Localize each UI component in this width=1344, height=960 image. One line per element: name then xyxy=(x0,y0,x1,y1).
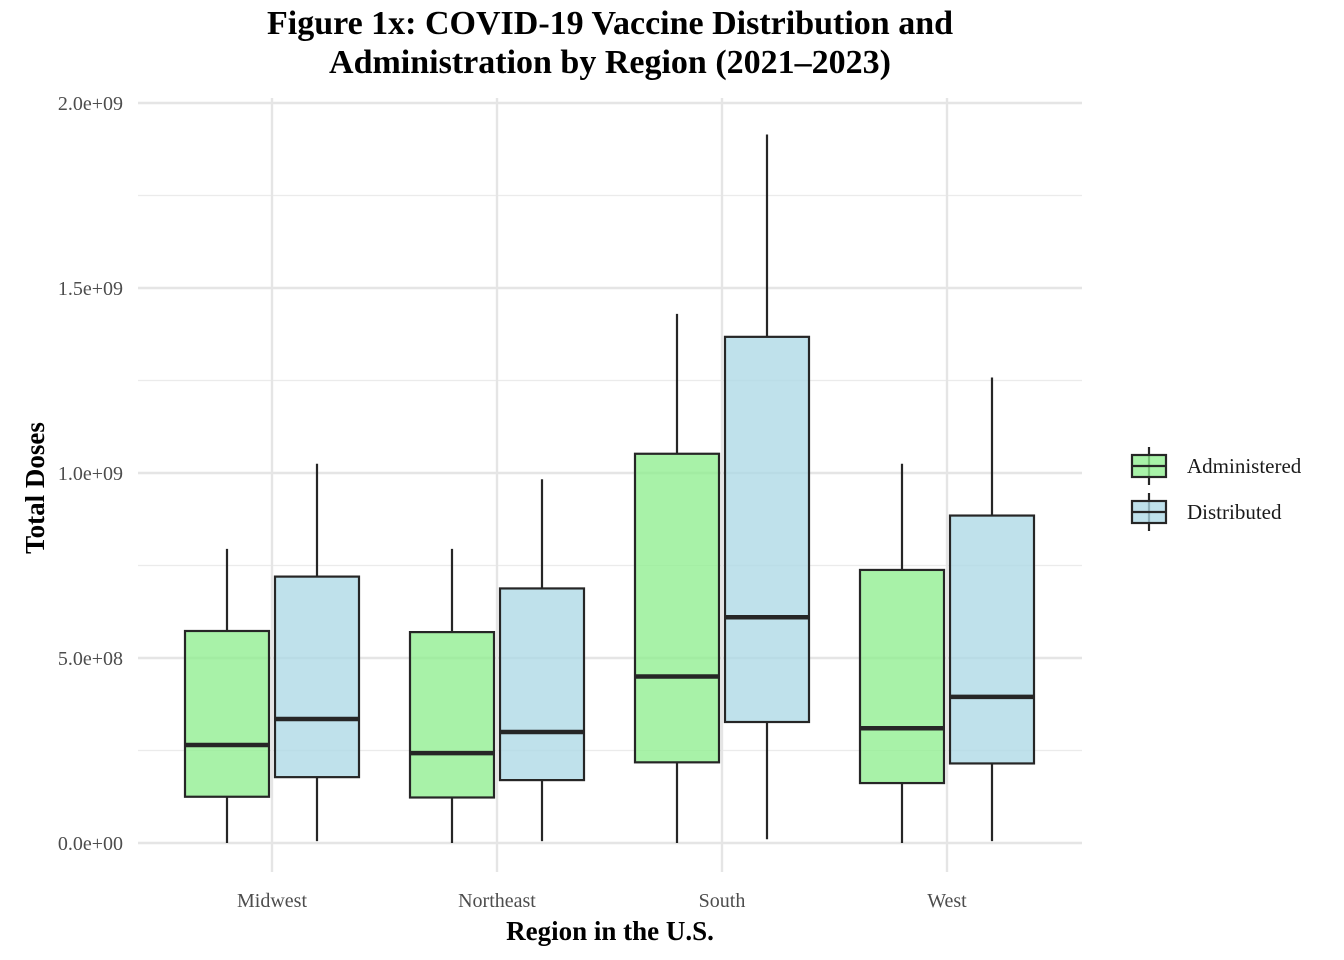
x-tick-label: Northeast xyxy=(458,890,536,912)
box-distributed-northeast xyxy=(498,479,586,842)
box-distributed-west xyxy=(948,377,1036,842)
box-body xyxy=(948,514,1036,765)
y-tick-label: 1.5e+09 xyxy=(58,278,123,300)
legend-label: Administered xyxy=(1187,454,1302,478)
box-body xyxy=(183,629,271,798)
box-body xyxy=(633,452,721,764)
x-tick-label: West xyxy=(927,890,967,912)
box-administered-northeast xyxy=(408,548,496,843)
box-body xyxy=(858,568,946,785)
x-axis-title: Region in the U.S. xyxy=(506,916,714,946)
box-body xyxy=(723,335,811,724)
x-tick-label: South xyxy=(699,890,746,912)
y-tick-label: 0.0e+00 xyxy=(58,833,123,855)
chart-title: Figure 1x: COVID-19 Vaccine Distribution… xyxy=(0,4,1220,82)
box-distributed-south xyxy=(723,134,811,840)
legend-label: Distributed xyxy=(1187,500,1282,524)
x-tick-label: Midwest xyxy=(237,890,307,912)
box-body xyxy=(498,587,586,782)
y-tick-label: 2.0e+09 xyxy=(58,93,123,115)
y-axis-title: Total Doses xyxy=(20,422,50,554)
legend-item-administered: Administered xyxy=(1130,447,1302,485)
legend: Administered Distributed xyxy=(1130,447,1302,531)
axes: 0.0e+00 5.0e+08 1.0e+09 1.5e+09 2.0e+09 Midwe… xyxy=(58,93,967,912)
y-tick-label: 1.0e+09 xyxy=(58,463,123,485)
legend-item-distributed: Distributed xyxy=(1130,493,1282,531)
box-body xyxy=(273,575,361,779)
plot-area xyxy=(183,134,1036,843)
y-tick-label: 5.0e+08 xyxy=(58,648,123,670)
box-administered-midwest xyxy=(183,548,271,843)
box-administered-west xyxy=(858,463,946,843)
box-administered-south xyxy=(633,313,721,843)
chart-title-line-1: Figure 1x: COVID-19 Vaccine Distribution… xyxy=(266,5,954,42)
chart-title-line-2: Administration by Region (2021–2023) xyxy=(329,44,891,81)
box-distributed-midwest xyxy=(273,463,361,842)
box-body xyxy=(408,630,496,799)
